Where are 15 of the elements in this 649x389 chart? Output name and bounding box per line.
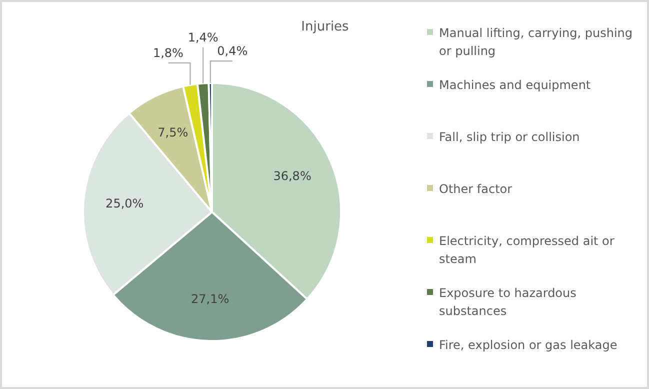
data-label: 27,1% bbox=[191, 292, 230, 306]
legend-label: Electricity, compressed ait or steam bbox=[439, 233, 616, 268]
data-label: 36,8% bbox=[273, 168, 312, 183]
chart-title: Injuries bbox=[301, 19, 350, 34]
legend-label: Manual lifting, carrying, pushing or pulling bbox=[439, 25, 634, 60]
data-label: 7,5% bbox=[158, 126, 188, 140]
legend-label: Fall, slip trip or collision bbox=[439, 129, 580, 146]
data-label: 1,8% bbox=[152, 46, 184, 60]
data-label: 1,4% bbox=[188, 30, 218, 44]
legend-label: Fire, explosion or gas leakage bbox=[439, 337, 618, 354]
legend-label: Machines and equipment bbox=[439, 77, 591, 94]
legend-label: Exposure to hazardous substances bbox=[439, 285, 578, 320]
data-label: 25,0% bbox=[106, 196, 144, 210]
legend-label: Other factor bbox=[439, 181, 512, 198]
data-label: 0,4% bbox=[217, 44, 248, 58]
